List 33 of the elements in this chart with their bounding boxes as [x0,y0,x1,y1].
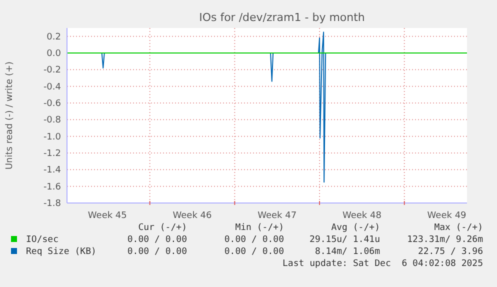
chart-title: IOs for /dev/zram1 - by month [199,11,365,24]
y-tick-label: -1.2 [43,149,61,159]
text: 0.00 / 0.00 [224,247,284,257]
text: Last update: Sat Dec 6 04:02:08 2025 [282,259,483,269]
y-tick-label: -1.4 [43,166,62,176]
text: Cur (-/+) [138,223,187,233]
text: 0.00 / 0.00 [127,247,187,257]
y-tick-label: 0.0 [46,49,62,59]
text: 22.75 / 3.96 [418,247,483,257]
x-tick-label: Week 48 [342,211,382,221]
x-tick-label: Week 45 [88,211,127,221]
text: 8.14m/ 1.06m [314,247,380,257]
y-tick-label: -1.0 [43,132,62,142]
text: Min (-/+) [235,223,284,233]
x-tick-label: Week 47 [258,211,297,221]
y-axis-title: Units read (-) / write (+) [5,61,15,170]
x-tick-label: Week 46 [172,211,212,221]
y-tick-label: -0.6 [43,99,62,109]
y-tick-label: -0.4 [43,82,62,92]
y-tick-label: -1.8 [43,199,62,209]
legend-label: IO/sec [26,235,59,245]
y-tick-label: -1.6 [43,182,62,192]
x-tick-label: Week 49 [427,211,467,221]
y-tick-label: -0.8 [43,116,62,126]
text: 0.00 / 0.00 [224,235,284,245]
text: Avg (-/+) [331,223,380,233]
text: 0.00 / 0.00 [127,235,187,245]
y-tick-label: 0.2 [46,32,61,42]
legend-label: Req Size (KB) [26,247,96,257]
text: 29.15u/ 1.41u [310,235,380,245]
text: Max (-/+) [434,223,483,233]
y-tick-label: -0.2 [43,66,61,76]
text: 123.31m/ 9.26m [407,235,483,245]
